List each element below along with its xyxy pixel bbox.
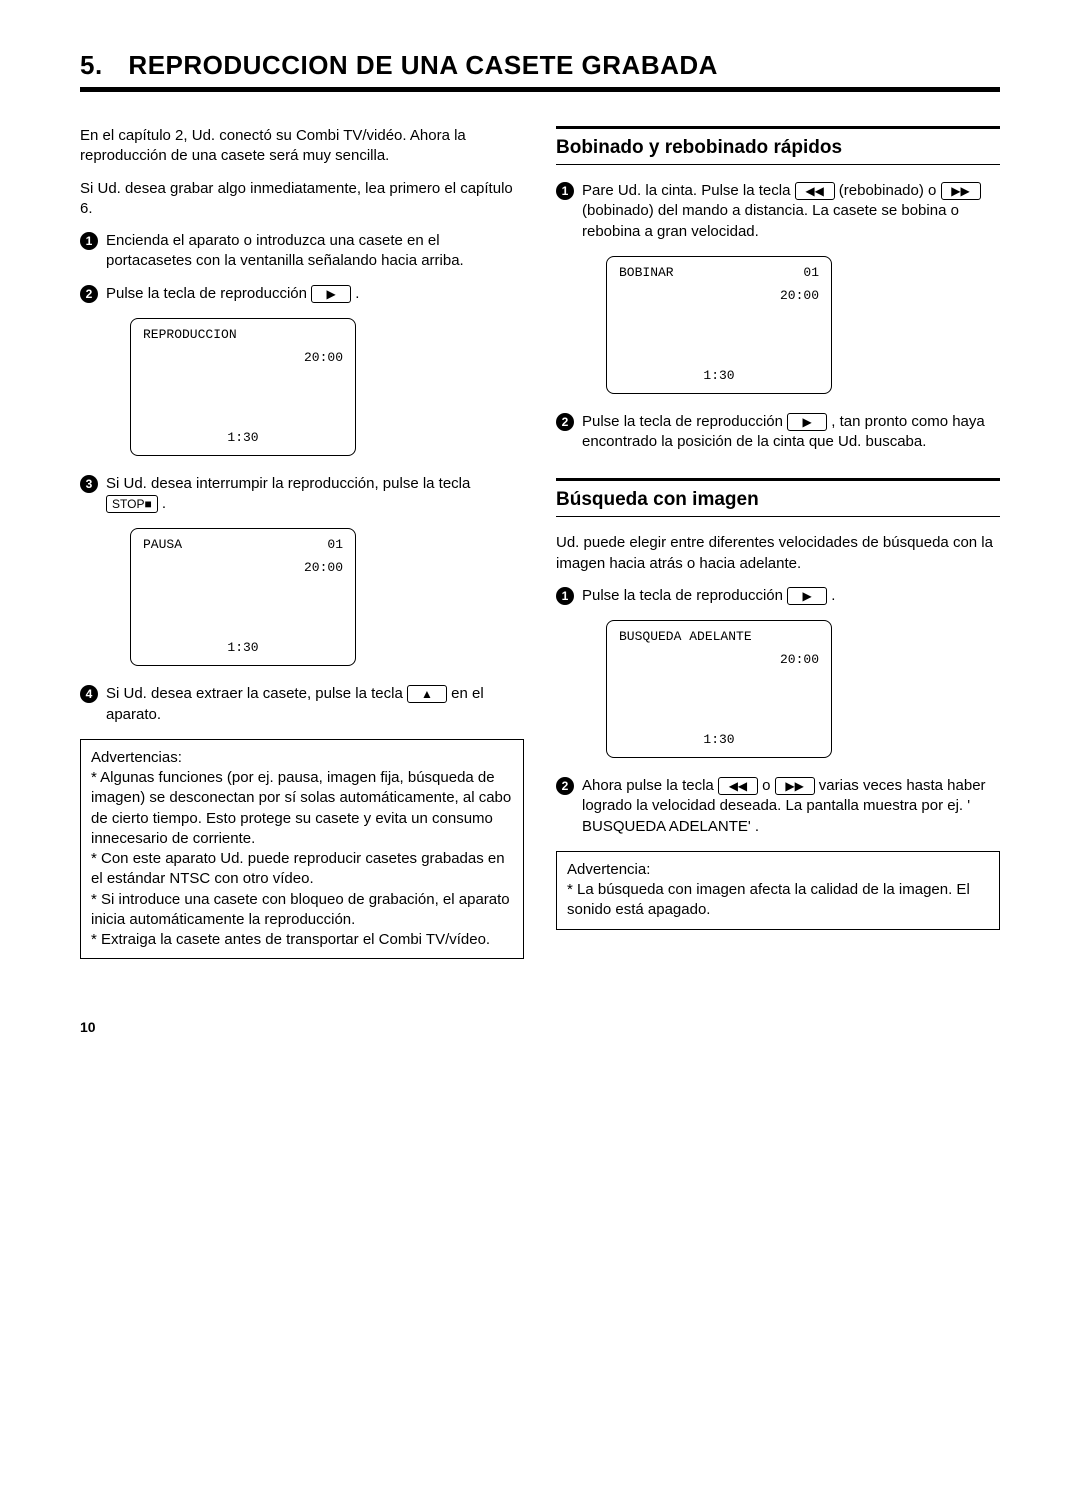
screen-label: PAUSA (143, 537, 182, 552)
screen-label: BUSQUEDA ADELANTE (619, 629, 752, 644)
content-columns: En el capítulo 2, Ud. conectó su Combi T… (80, 126, 1000, 959)
screen-time: 20:00 (143, 560, 343, 575)
screen-num: 01 (803, 265, 819, 280)
play-key-icon: ▶ (787, 413, 827, 431)
step-4: 4 Si Ud. desea extraer la casete, pulse … (80, 684, 524, 725)
screen-counter: 1:30 (607, 368, 831, 383)
step-3-text: Si Ud. desea interrumpir la reproducción… (106, 474, 524, 515)
screen-counter: 1:30 (131, 430, 355, 445)
b-step-1-text: Pulse la tecla de reproducción ▶ . (582, 586, 1000, 606)
step-1-text: Encienda el aparato o introduzca una cas… (106, 231, 524, 272)
play-key-icon: ▶ (311, 285, 351, 303)
rewind-key-icon: ◀◀ (718, 777, 758, 795)
bullet-b2: 2 (556, 777, 574, 795)
screen-bobinar: BOBINAR 01 20:00 1:30 (606, 256, 832, 394)
step-2: 2 Pulse la tecla de reproducción ▶ . (80, 284, 524, 304)
bullet-r1: 1 (556, 182, 574, 200)
warning-3: * Si introduce una casete con bloqueo de… (91, 890, 513, 931)
fastforward-key-icon: ▶▶ (775, 777, 815, 795)
chapter-title-bar: 5. REPRODUCCION DE UNA CASETE GRABADA (80, 50, 1000, 92)
screen-counter: 1:30 (607, 732, 831, 747)
busqueda-intro: Ud. puede elegir entre diferentes veloci… (556, 533, 1000, 574)
screen-num: 01 (327, 537, 343, 552)
screen-label: BOBINAR (619, 265, 674, 280)
screen-pausa: PAUSA 01 20:00 1:30 (130, 528, 356, 666)
screen-time: 20:00 (619, 288, 819, 303)
screen-busqueda: BUSQUEDA ADELANTE 20:00 1:30 (606, 620, 832, 758)
bullet-b1: 1 (556, 587, 574, 605)
intro-paragraph-1: En el capítulo 2, Ud. conectó su Combi T… (80, 126, 524, 167)
left-column: En el capítulo 2, Ud. conectó su Combi T… (80, 126, 524, 959)
step-1: 1 Encienda el aparato o introduzca una c… (80, 231, 524, 272)
warnings-title: Advertencias: (91, 748, 513, 768)
r-step-1-text: Pare Ud. la cinta. Pulse la tecla ◀◀ (re… (582, 181, 1000, 242)
bullet-1: 1 (80, 232, 98, 250)
bullet-r2: 2 (556, 413, 574, 431)
step-3: 3 Si Ud. desea interrumpir la reproducci… (80, 474, 524, 515)
b-step-1: 1 Pulse la tecla de reproducción ▶ . (556, 586, 1000, 606)
right-column: Bobinado y rebobinado rápidos 1 Pare Ud.… (556, 126, 1000, 959)
chapter-number: 5. (80, 50, 103, 80)
screen-time: 20:00 (619, 652, 819, 667)
intro-paragraph-2: Si Ud. desea grabar algo inmediatamente,… (80, 179, 524, 220)
screen-reproduccion: REPRODUCCION 20:00 1:30 (130, 318, 356, 456)
r-step-1: 1 Pare Ud. la cinta. Pulse la tecla ◀◀ (… (556, 181, 1000, 242)
warning-r1: * La búsqueda con imagen afecta la calid… (567, 880, 989, 921)
play-key-icon: ▶ (787, 587, 827, 605)
eject-key-icon: ▲ (407, 685, 447, 703)
screen-time: 20:00 (143, 350, 343, 365)
chapter-title-text: REPRODUCCION DE UNA CASETE GRABADA (128, 50, 718, 80)
step-4-text: Si Ud. desea extraer la casete, pulse la… (106, 684, 524, 725)
subhead-busqueda: Búsqueda con imagen (556, 478, 1000, 517)
bullet-2: 2 (80, 285, 98, 303)
warning-4: * Extraiga la casete antes de transporta… (91, 930, 513, 950)
step-2-text: Pulse la tecla de reproducción ▶ . (106, 284, 524, 304)
page-number: 10 (80, 1019, 1000, 1035)
rewind-key-icon: ◀◀ (795, 182, 835, 200)
fastforward-key-icon: ▶▶ (941, 182, 981, 200)
warning-2: * Con este aparato Ud. puede reproducir … (91, 849, 513, 890)
warnings-title: Advertencia: (567, 860, 989, 880)
screen-counter: 1:30 (131, 640, 355, 655)
bullet-4: 4 (80, 685, 98, 703)
b-step-2: 2 Ahora pulse la tecla ◀◀ o ▶▶ varias ve… (556, 776, 1000, 837)
chapter-heading: 5. REPRODUCCION DE UNA CASETE GRABADA (80, 50, 1000, 81)
r-step-2-text: Pulse la tecla de reproducción ▶ , tan p… (582, 412, 1000, 453)
b-step-2-text: Ahora pulse la tecla ◀◀ o ▶▶ varias vece… (582, 776, 1000, 837)
warnings-box-left: Advertencias: * Algunas funciones (por e… (80, 739, 524, 960)
warning-1: * Algunas funciones (por ej. pausa, imag… (91, 768, 513, 849)
r-step-2: 2 Pulse la tecla de reproducción ▶ , tan… (556, 412, 1000, 453)
stop-key-icon: STOP■ (106, 495, 158, 513)
subhead-bobinado: Bobinado y rebobinado rápidos (556, 126, 1000, 165)
bullet-3: 3 (80, 475, 98, 493)
warnings-box-right: Advertencia: * La búsqueda con imagen af… (556, 851, 1000, 930)
screen-label: REPRODUCCION (143, 327, 237, 342)
